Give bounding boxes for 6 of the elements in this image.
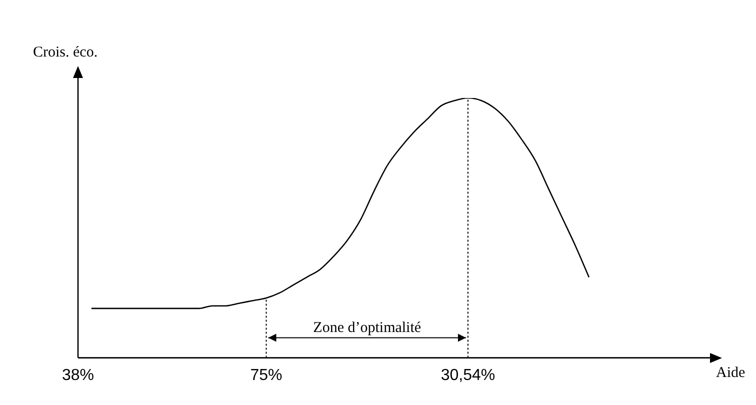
x-tick-label: 38%: [62, 366, 94, 384]
x-tick-label: 75%: [250, 366, 282, 384]
x-tick-label: 30,54%: [440, 366, 496, 384]
annotation: Zone d’optimalité: [313, 320, 422, 336]
y-axis-title: Crois. éco.: [33, 44, 98, 60]
x-axis-title: Aide: [716, 365, 746, 382]
